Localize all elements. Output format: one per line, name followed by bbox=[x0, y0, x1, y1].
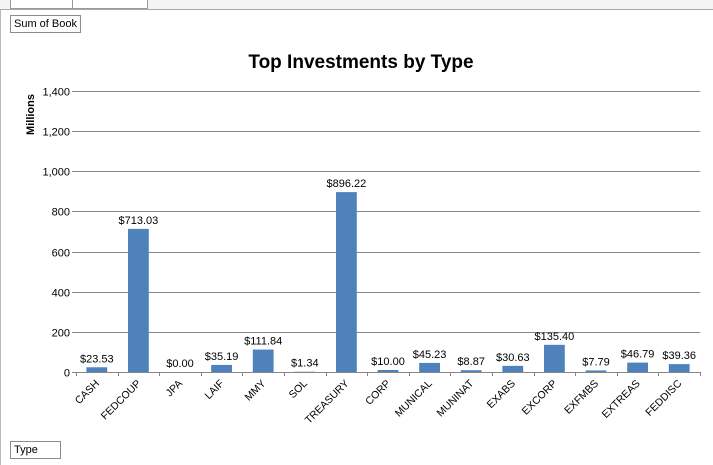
data-label: $30.63 bbox=[496, 352, 530, 364]
x-tick-label: EXTREAS bbox=[600, 378, 643, 421]
y-tick-label: 200 bbox=[52, 328, 70, 340]
y-tick-label: 0 bbox=[64, 368, 70, 380]
data-label: $0.00 bbox=[166, 358, 194, 370]
data-label: $46.79 bbox=[621, 349, 655, 361]
data-label: $39.36 bbox=[662, 350, 696, 362]
bar-munical bbox=[419, 362, 440, 372]
bar-excorp bbox=[544, 344, 565, 372]
x-tick-label: JPA bbox=[164, 378, 186, 400]
data-label: $1.34 bbox=[291, 358, 319, 370]
x-tick-label: EXFMBS bbox=[562, 378, 601, 417]
chart-title: Top Investments by Type bbox=[248, 52, 473, 73]
bar-feddisc bbox=[668, 364, 690, 372]
data-label: $135.40 bbox=[535, 331, 575, 343]
bar-muninat bbox=[460, 370, 482, 372]
bar-laif bbox=[211, 364, 232, 372]
x-tick-label: SOL bbox=[287, 378, 310, 401]
y-tick-label: 800 bbox=[52, 207, 70, 219]
type-field-button[interactable]: Type bbox=[10, 441, 61, 459]
bar-exabs bbox=[502, 365, 524, 372]
data-label: $35.19 bbox=[205, 351, 239, 363]
data-labels: $23.53 $713.03 $0.00 $35.19 $111.84 $1.34 $896… bbox=[80, 178, 696, 370]
x-tick-label: MUNINAT bbox=[435, 377, 477, 419]
bars bbox=[86, 192, 690, 372]
y-axis-ticks: 0 200 400 600 800 1,000 1,200 1,400 bbox=[42, 87, 70, 380]
y-tick-label: 400 bbox=[52, 288, 70, 300]
y-axis-title: Millions bbox=[25, 94, 37, 135]
y-tick-label: 1,200 bbox=[42, 127, 70, 139]
x-tick-label: EXCORP bbox=[520, 378, 560, 418]
data-label: $45.23 bbox=[413, 349, 447, 361]
x-tick-label: CASH bbox=[73, 378, 102, 407]
bar-fedcoup bbox=[128, 228, 149, 372]
x-tick-label: MUNICAL bbox=[393, 378, 435, 420]
bar-exfmbs bbox=[585, 370, 607, 372]
bar-treasury bbox=[336, 192, 357, 372]
data-label: $23.53 bbox=[80, 353, 114, 365]
bar-cash bbox=[86, 367, 108, 372]
data-label: $8.87 bbox=[457, 356, 485, 368]
gridlines bbox=[72, 91, 700, 373]
data-label: $713.03 bbox=[119, 215, 159, 227]
data-label: $7.79 bbox=[582, 356, 610, 368]
x-tick-label: FEDCOUP bbox=[99, 378, 144, 423]
sum-of-book-field-button[interactable]: Sum of Book bbox=[10, 15, 81, 33]
bar-extreas bbox=[627, 362, 648, 372]
y-tick-label: 1,400 bbox=[42, 87, 70, 99]
top-strip bbox=[0, 0, 713, 10]
x-tick-label: CORP bbox=[363, 378, 393, 408]
bar-mmy bbox=[252, 349, 274, 372]
x-tick-label: LAIF bbox=[203, 378, 227, 402]
y-tick-label: 600 bbox=[52, 248, 70, 260]
data-label: $111.84 bbox=[244, 336, 282, 348]
x-tick-label: MMY bbox=[243, 378, 269, 404]
top-cell bbox=[72, 0, 148, 9]
bar-corp bbox=[377, 369, 399, 372]
data-label: $10.00 bbox=[371, 356, 405, 368]
x-tick-label: FEDDISC bbox=[643, 377, 684, 418]
data-label: $896.22 bbox=[327, 178, 367, 190]
x-tick-label: TREASURY bbox=[303, 378, 352, 427]
x-tick-label: EXABS bbox=[485, 378, 518, 411]
y-tick-label: 1,000 bbox=[42, 167, 70, 179]
left-edge bbox=[0, 9, 1, 465]
